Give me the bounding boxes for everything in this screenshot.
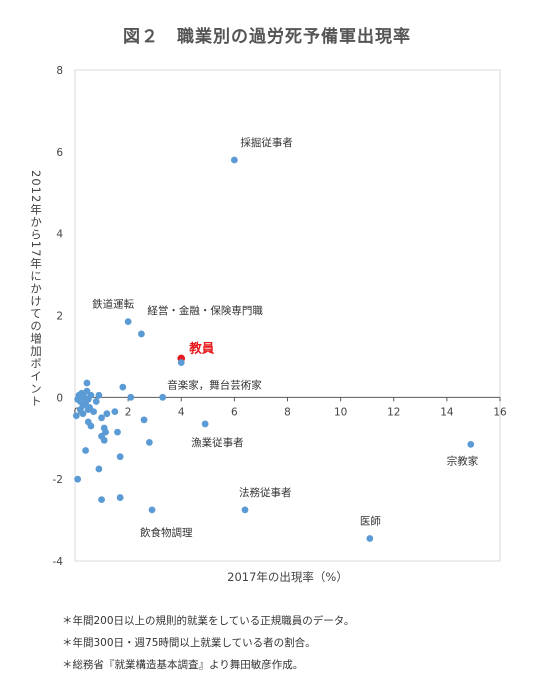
point-label: 医師 xyxy=(360,514,381,527)
data-point xyxy=(98,496,105,504)
x-tick-label: 6 xyxy=(231,406,238,418)
x-axis-label: 2017年の出現率（%） xyxy=(227,570,348,584)
footnote-1: ＊年間200日以上の規則的就業をしている正規職員のデータ。 xyxy=(62,615,355,627)
data-point xyxy=(87,391,95,399)
data-point xyxy=(100,436,108,444)
x-tick-label: 4 xyxy=(178,406,185,418)
labeled-data-point xyxy=(124,318,132,326)
x-tick-label: 2 xyxy=(125,406,132,418)
labeled-data-point xyxy=(148,506,156,514)
footnote-2: ＊年間300日・週75時間以上就業している者の割合。 xyxy=(62,637,316,649)
x-tick-label: 14 xyxy=(440,406,454,418)
y-tick-label: -2 xyxy=(53,474,63,486)
point-label: 宗教家 xyxy=(447,454,479,467)
plot-area-frame xyxy=(74,69,501,562)
footnotes: ＊年間200日以上の規則的就業をしている正規職員のデータ。 ＊年間300日・週7… xyxy=(62,610,354,676)
labeled-data-point xyxy=(467,440,475,448)
point-label: 飲食物調理 xyxy=(140,526,193,539)
data-point xyxy=(95,465,103,473)
data-point xyxy=(72,412,80,420)
y-tick-label: 6 xyxy=(56,147,63,159)
y-tick-label: -4 xyxy=(53,556,64,568)
data-point xyxy=(145,438,153,446)
data-point xyxy=(119,383,127,391)
x-origin-label: 0 xyxy=(74,406,81,418)
data-point xyxy=(98,414,105,422)
chart-title: 図２ 職業別の過労死予備軍出現率 xyxy=(123,27,411,47)
point-label: 漁業従事者 xyxy=(191,436,244,449)
y-axis-label: 2012年から17年にかけての増加ポイント xyxy=(29,170,43,408)
data-point xyxy=(114,428,121,436)
y-tick-label: 0 xyxy=(56,392,63,404)
labeled-data-point xyxy=(230,156,238,164)
data-point xyxy=(79,410,87,418)
data-point xyxy=(92,398,100,405)
y-tick-label: 8 xyxy=(56,65,63,77)
data-point xyxy=(127,393,135,401)
point-label: 採掘従事者 xyxy=(240,136,293,149)
x-tick-label: 10 xyxy=(334,406,347,418)
data-point xyxy=(84,406,92,414)
data-point xyxy=(111,408,119,416)
footnote-3: ＊総務省『就業構造基本調査』より舞田敏彦作成。 xyxy=(62,659,304,671)
data-point xyxy=(95,391,103,399)
data-point xyxy=(116,453,124,461)
labeled-data-point xyxy=(138,330,145,338)
labeled-data-point xyxy=(201,420,209,428)
labeled-data-point xyxy=(177,359,185,366)
data-point xyxy=(116,494,124,501)
data-point xyxy=(83,379,91,387)
x-tick-label: 12 xyxy=(387,406,400,418)
data-point xyxy=(159,393,167,401)
data-point xyxy=(74,475,82,483)
x-tick-label: 16 xyxy=(493,406,507,418)
data-point xyxy=(87,422,95,430)
x-tick-label: 8 xyxy=(284,406,291,418)
y-tick-label: 2 xyxy=(56,311,63,323)
labeled-data-point xyxy=(366,535,374,542)
point-label: 経営・金融・保険専門職 xyxy=(147,304,263,317)
point-label: 教員 xyxy=(188,340,215,355)
y-tick-label: 4 xyxy=(56,229,63,241)
point-label: 音楽家，舞台芸術家 xyxy=(167,379,262,392)
data-point xyxy=(103,410,111,418)
data-point xyxy=(140,416,148,424)
point-label: 法務従事者 xyxy=(239,486,292,499)
data-point xyxy=(82,447,90,454)
labeled-data-point xyxy=(241,506,249,514)
point-label: 鉄道運転 xyxy=(92,298,134,311)
data-point xyxy=(90,408,97,416)
